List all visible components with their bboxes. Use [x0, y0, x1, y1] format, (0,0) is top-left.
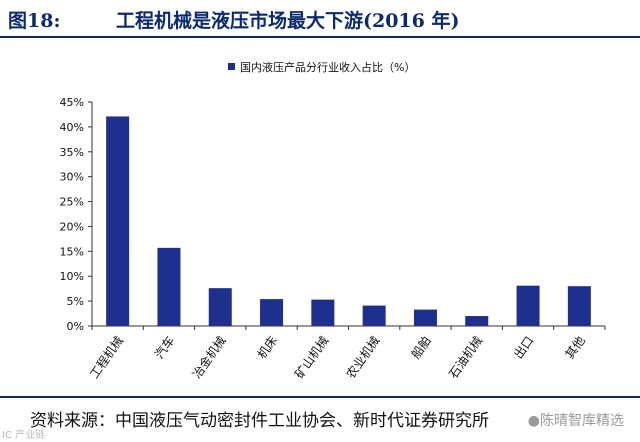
y-tick-label: 10% [60, 270, 84, 283]
y-tick-label: 35% [60, 146, 84, 159]
bar [516, 285, 540, 326]
x-tick-label: 石油机械 [445, 333, 485, 381]
watermark-right: ●陈晴智库精选 [527, 413, 624, 429]
bar-chart: 国内液压产品分行业收入占比（%） 0% 5% 10% 15% 20% 25% 30% 35% 4… [60, 60, 606, 381]
y-tick-label: 5% [67, 295, 84, 308]
bar [157, 247, 181, 326]
bar [567, 286, 591, 326]
x-tick-label: 船舶 [408, 333, 434, 361]
y-tick-label: 20% [60, 220, 84, 233]
x-tick-label: 出口 [511, 334, 536, 362]
figure-label: 图18: [8, 10, 61, 32]
x-tick-label: 工程机械 [86, 333, 126, 381]
title-row: 图18: 工程机械是液压市场最大下游(2016 年) [0, 0, 640, 38]
bars [106, 116, 591, 327]
x-tick-label: 农业机械 [343, 333, 383, 381]
bar [208, 288, 232, 326]
y-tick-label: 45% [60, 96, 84, 109]
source-note: 资料来源：中国液压气动密封件工业协会、新时代证券研究所 [30, 411, 489, 431]
chart-title: 工程机械是液压市场最大下游(2016 年) [116, 10, 460, 32]
y-tick-label: 30% [60, 171, 84, 184]
legend-label: 国内液压产品分行业收入占比（%） [240, 60, 415, 74]
watermark-left: IC 产业链 [2, 430, 46, 441]
y-tick-label: 40% [60, 121, 84, 134]
x-tick-label: 机床 [255, 334, 280, 362]
bar [413, 309, 437, 326]
y-tick-label: 0% [67, 320, 84, 333]
bar [106, 116, 130, 327]
bar [465, 316, 489, 326]
x-tick-label: 汽车 [151, 333, 177, 361]
x-tick-label: 冶金机械 [189, 333, 229, 381]
source-row: 资料来源：中国液压气动密封件工业协会、新时代证券研究所 ●陈晴智库精选 IC 产… [0, 396, 640, 442]
y-axis: 0% 5% 10% 15% 20% 25% 30% 35% 40% 45% [60, 96, 93, 333]
bar [362, 305, 386, 326]
legend: 国内液压产品分行业收入占比（%） [228, 60, 415, 74]
y-tick-label: 15% [60, 245, 84, 258]
x-tick-label: 其他 [563, 334, 588, 362]
y-tick-label: 25% [60, 196, 84, 209]
x-tick-label: 矿山机械 [291, 333, 331, 381]
legend-swatch [228, 63, 235, 70]
bar [311, 299, 335, 326]
x-axis: 工程机械 汽车 冶金机械 机床 矿山机械 农业机械 船舶 石油机械 出口 其他 [86, 325, 606, 381]
bar [260, 299, 284, 326]
